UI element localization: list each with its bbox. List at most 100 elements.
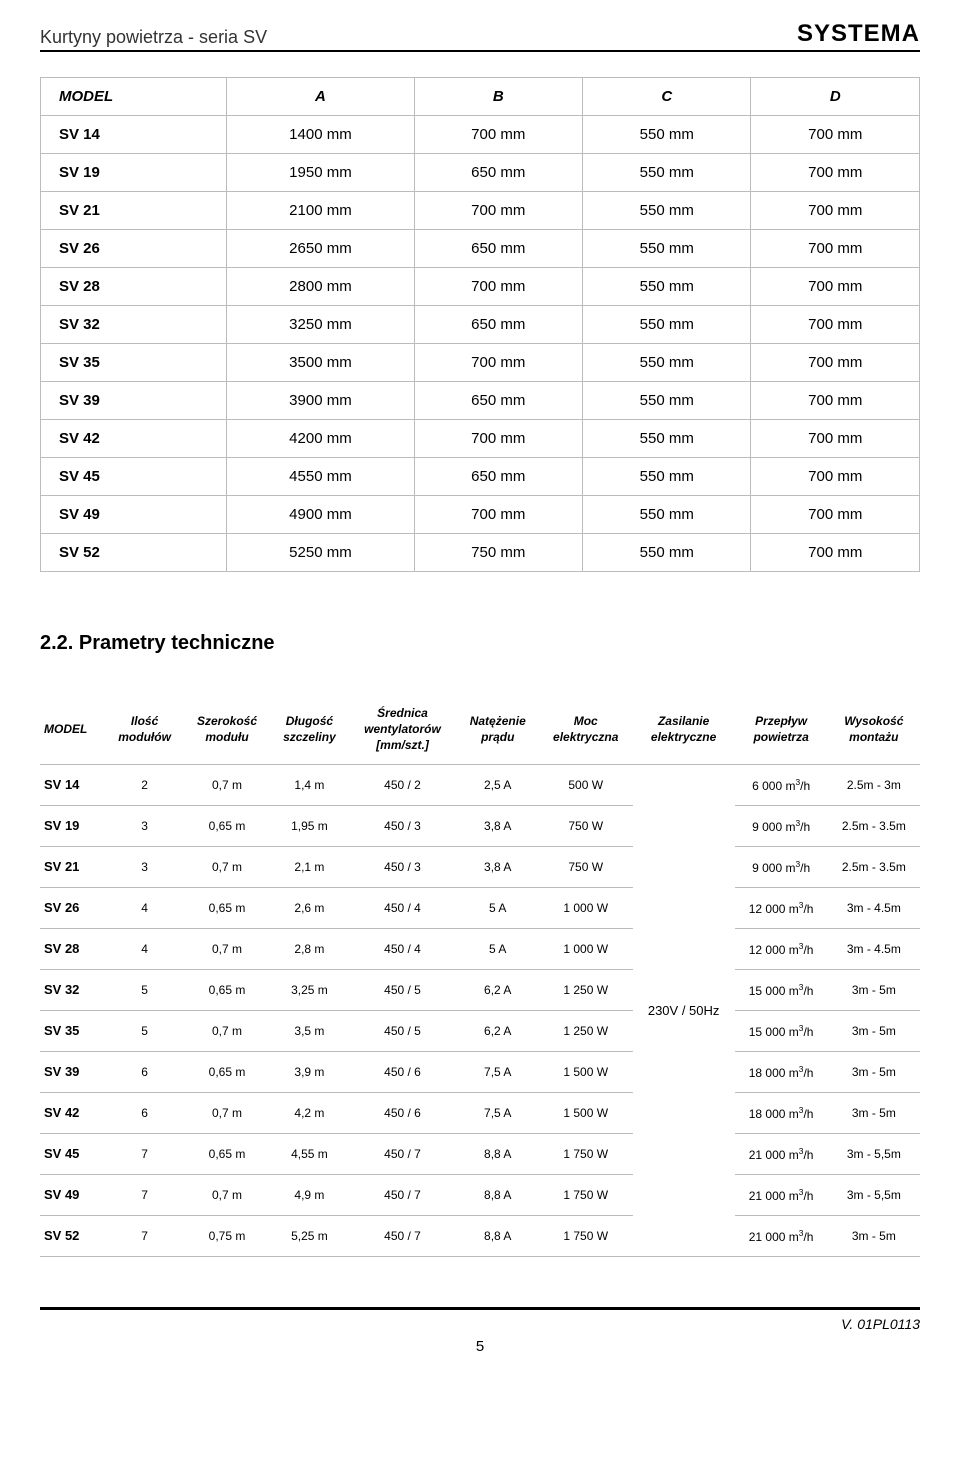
table-cell: SV 26 <box>40 887 106 928</box>
table-cell: 450 / 3 <box>348 805 456 846</box>
table-cell: 5 A <box>457 887 539 928</box>
section-title: 2.2. Prametry techniczne <box>40 632 920 655</box>
table-row: SV 5270,75 m5,25 m450 / 78,8 A1 750 W21 … <box>40 1215 920 1256</box>
table-cell: 650 mm <box>414 306 582 344</box>
table-cell: 0,7 m <box>183 928 270 969</box>
table-cell: 6,2 A <box>457 1010 539 1051</box>
table-cell: SV 39 <box>40 1051 106 1092</box>
table-row: SV 3960,65 m3,9 m450 / 67,5 A1 500 W18 0… <box>40 1051 920 1092</box>
table-header-cell: Ilośćmodułów <box>106 695 184 764</box>
table-row: SV 4970,7 m4,9 m450 / 78,8 A1 750 W21 00… <box>40 1174 920 1215</box>
table-row: SV 3250,65 m3,25 m450 / 56,2 A1 250 W15 … <box>40 969 920 1010</box>
table-cell-merged: 230V / 50Hz <box>633 764 735 1256</box>
table-cell: 650 mm <box>414 154 582 192</box>
table-cell: 700 mm <box>751 230 920 268</box>
table-row: SV 2840,7 m2,8 m450 / 45 A1 000 W12 000 … <box>40 928 920 969</box>
table-cell: 700 mm <box>751 496 920 534</box>
table-cell: SV 42 <box>40 1092 106 1133</box>
table-cell: SV 14 <box>41 116 227 154</box>
page-header: Kurtyny powietrza - seria SV SYSTEMA <box>40 20 920 52</box>
table-cell: 700 mm <box>751 458 920 496</box>
table-cell: 700 mm <box>751 116 920 154</box>
table-cell: SV 21 <box>41 192 227 230</box>
table-cell: 1,4 m <box>271 764 349 805</box>
table-row: SV 191950 mm650 mm550 mm700 mm <box>41 154 920 192</box>
table-cell: 700 mm <box>751 534 920 572</box>
table-cell: SV 19 <box>41 154 227 192</box>
table-header-cell: MODEL <box>40 695 106 764</box>
table-cell: 550 mm <box>583 192 751 230</box>
table-cell: 0,7 m <box>183 846 270 887</box>
table-cell: 550 mm <box>583 306 751 344</box>
table-cell: 3,5 m <box>271 1010 349 1051</box>
table-header-cell: Natężenieprądu <box>457 695 539 764</box>
table-cell: 550 mm <box>583 496 751 534</box>
table-cell: 550 mm <box>583 154 751 192</box>
table-cell: 2100 mm <box>227 192 414 230</box>
table-cell: 700 mm <box>414 116 582 154</box>
table-cell: 7,5 A <box>457 1051 539 1092</box>
table-cell: SV 28 <box>40 928 106 969</box>
table-cell: 5 <box>106 969 184 1010</box>
table-cell: 1 750 W <box>539 1174 633 1215</box>
table-cell: 2650 mm <box>227 230 414 268</box>
table-cell: 700 mm <box>414 268 582 306</box>
table-cell: 700 mm <box>414 344 582 382</box>
table-cell: 450 / 6 <box>348 1051 456 1092</box>
table-cell: 1 500 W <box>539 1051 633 1092</box>
table-cell: 4,55 m <box>271 1133 349 1174</box>
table-cell: 7 <box>106 1174 184 1215</box>
table-cell: 0,75 m <box>183 1215 270 1256</box>
parameters-table-head: MODELIlośćmodułówSzerokośćmodułuDługośćs… <box>40 695 920 764</box>
table-header-cell: D <box>751 78 920 116</box>
table-cell: 0,65 m <box>183 1051 270 1092</box>
table-cell: 0,7 m <box>183 1010 270 1051</box>
table-cell: 450 / 2 <box>348 764 456 805</box>
table-row: SV 4260,7 m4,2 m450 / 67,5 A1 500 W18 00… <box>40 1092 920 1133</box>
table-cell: 450 / 5 <box>348 1010 456 1051</box>
table-cell: 6 <box>106 1092 184 1133</box>
table-row: SV 494900 mm700 mm550 mm700 mm <box>41 496 920 534</box>
table-cell: 3,9 m <box>271 1051 349 1092</box>
table-cell: 1 000 W <box>539 887 633 928</box>
table-cell: SV 35 <box>40 1010 106 1051</box>
table-cell: 0,65 m <box>183 887 270 928</box>
table-cell: 700 mm <box>751 420 920 458</box>
table-header-cell: MODEL <box>41 78 227 116</box>
table-cell: 9 000 m3/h <box>735 846 828 887</box>
table-cell: 2800 mm <box>227 268 414 306</box>
table-cell: 5 A <box>457 928 539 969</box>
table-cell: 550 mm <box>583 116 751 154</box>
header-brand: SYSTEMA <box>797 20 920 48</box>
table-cell: SV 45 <box>41 458 227 496</box>
table-row: SV 323250 mm650 mm550 mm700 mm <box>41 306 920 344</box>
table-cell: 4200 mm <box>227 420 414 458</box>
table-cell: 5250 mm <box>227 534 414 572</box>
table-cell: 3m - 5m <box>828 1215 920 1256</box>
table-cell: 5,25 m <box>271 1215 349 1256</box>
table-cell: SV 49 <box>41 496 227 534</box>
table-cell: 750 mm <box>414 534 582 572</box>
table-cell: 6 000 m3/h <box>735 764 828 805</box>
table-row: SV 353500 mm700 mm550 mm700 mm <box>41 344 920 382</box>
table-cell: 700 mm <box>751 382 920 420</box>
table-cell: 1,95 m <box>271 805 349 846</box>
table-cell: 21 000 m3/h <box>735 1215 828 1256</box>
table-cell: 0,7 m <box>183 764 270 805</box>
table-cell: 0,7 m <box>183 1174 270 1215</box>
table-cell: 450 / 5 <box>348 969 456 1010</box>
table-cell: 2,5 A <box>457 764 539 805</box>
table-cell: 450 / 7 <box>348 1174 456 1215</box>
table-cell: 450 / 7 <box>348 1215 456 1256</box>
table-cell: 700 mm <box>751 306 920 344</box>
table-cell: SV 49 <box>40 1174 106 1215</box>
table-cell: 700 mm <box>751 154 920 192</box>
table-cell: 3m - 5m <box>828 969 920 1010</box>
table-cell: 550 mm <box>583 230 751 268</box>
table-row: SV 141400 mm700 mm550 mm700 mm <box>41 116 920 154</box>
table-cell: SV 52 <box>40 1215 106 1256</box>
table-cell: 3,25 m <box>271 969 349 1010</box>
table-cell: 1 000 W <box>539 928 633 969</box>
table-cell: 450 / 4 <box>348 928 456 969</box>
table-cell: 3m - 4.5m <box>828 887 920 928</box>
